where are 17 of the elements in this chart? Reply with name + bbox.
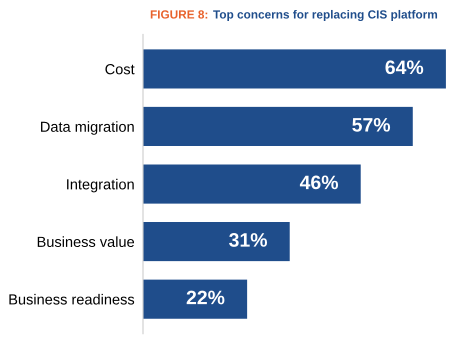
y-tick-label: Data migration: [41, 121, 134, 135]
y-tick-label: Business readiness: [9, 294, 134, 305]
bar: [143, 280, 248, 319]
chart-title: FIGURE 8:: [150, 10, 208, 19]
bar: [143, 222, 290, 262]
chart-subtitle: Top concerns for replacing CIS platform: [213, 10, 438, 22]
data-label: 46%: [300, 175, 338, 190]
y-tick-label: Integration: [67, 178, 134, 192]
data-label: 31%: [229, 233, 268, 247]
bar: [143, 164, 361, 204]
y-tick-label: Cost: [105, 64, 135, 74]
data-label: 57%: [352, 118, 390, 132]
y-tick-label: Business value: [38, 236, 134, 248]
data-label: 64%: [386, 60, 424, 74]
bar: [143, 106, 413, 146]
data-label: 22%: [186, 290, 224, 304]
bar: [143, 49, 446, 88]
